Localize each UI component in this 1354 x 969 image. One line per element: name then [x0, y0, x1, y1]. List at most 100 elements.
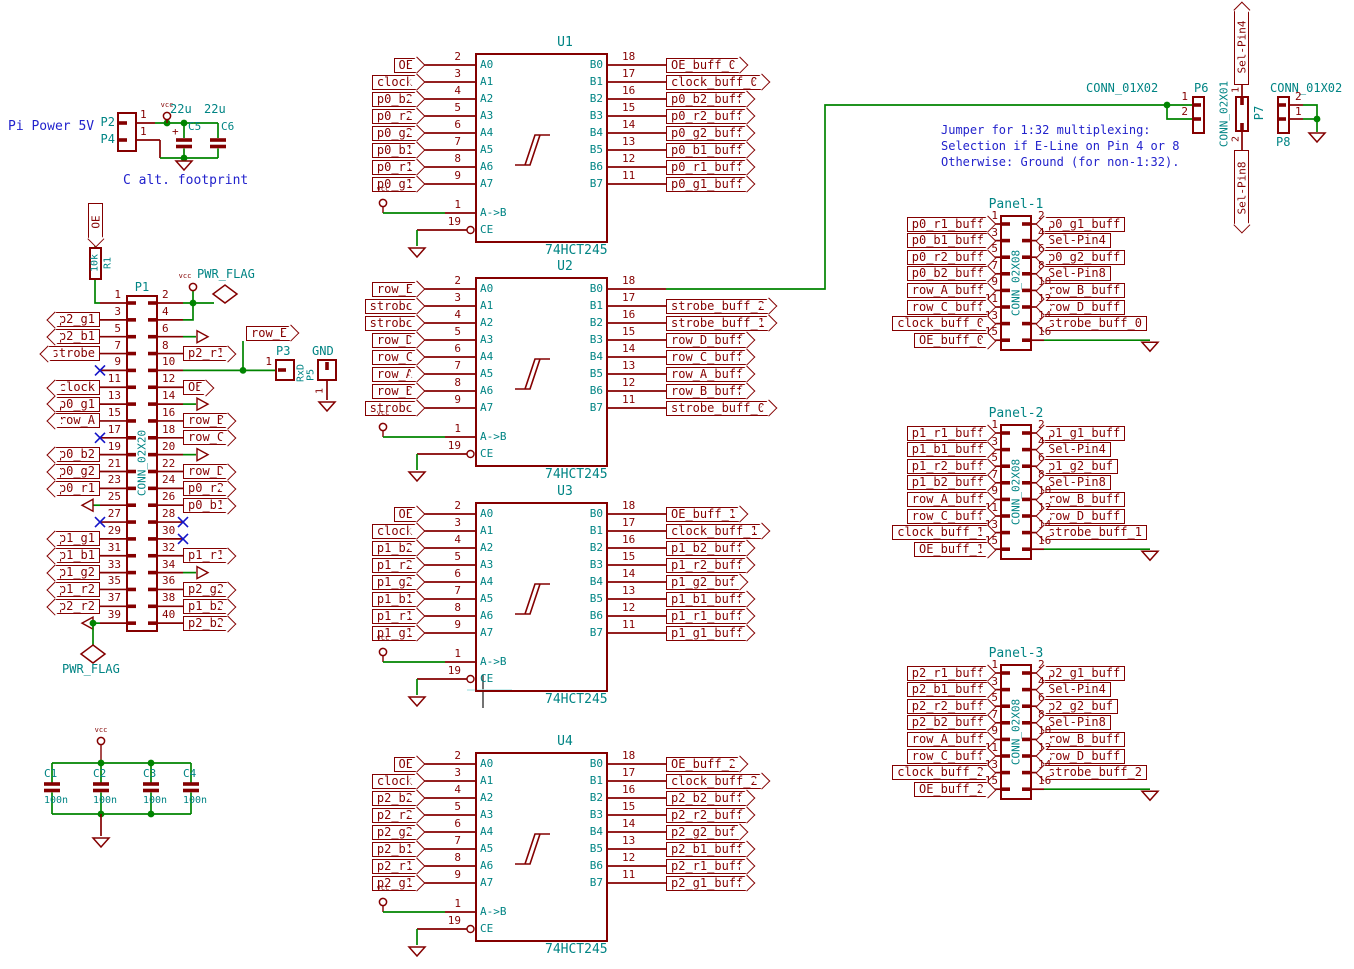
net-label[interactable]: p2_r1 [183, 346, 229, 362]
connector-body[interactable] [126, 295, 158, 632]
net-label[interactable]: row_A_buff [906, 731, 988, 747]
net-label[interactable]: row_A [54, 413, 100, 429]
net-label[interactable]: row_C_buff [906, 299, 988, 315]
net-label[interactable]: OE [393, 506, 417, 522]
net-label[interactable]: OE [393, 57, 417, 73]
net-label[interactable]: p1_r2 [54, 581, 100, 597]
net-label[interactable]: OE [393, 756, 417, 772]
net-label[interactable]: p2_b1_buff [666, 841, 748, 857]
net-label[interactable]: Sel-Pin8 [1044, 475, 1111, 491]
net-label[interactable]: row_C_buff [906, 508, 988, 524]
net-label[interactable]: p1_b1 [371, 591, 417, 607]
net-label[interactable]: row_B_buff [666, 383, 748, 399]
net-label[interactable]: p1_g2_buf [1044, 458, 1119, 474]
net-label[interactable]: p1_g2 [54, 565, 100, 581]
net-label[interactable]: p1_r2 [371, 557, 417, 573]
net-label[interactable]: row_E [246, 325, 292, 341]
net-label[interactable]: p1_b1_buff [666, 591, 748, 607]
net-label[interactable]: p2_b2 [371, 790, 417, 806]
net-label[interactable]: p1_b2_buff [666, 540, 748, 556]
net-label[interactable]: row_A_buff [906, 491, 988, 507]
net-label[interactable]: OE_buff_1 [913, 541, 988, 557]
net-label[interactable]: strobe [364, 298, 417, 314]
connector-body[interactable] [1000, 215, 1032, 351]
net-label[interactable]: p0_r2 [371, 108, 417, 124]
net-label[interactable]: p1_g1_buff [666, 625, 748, 641]
net-label[interactable]: row_C_buff [906, 748, 988, 764]
net-label[interactable]: row_B_buff [1044, 731, 1126, 747]
chip-body[interactable] [475, 752, 608, 942]
net-label[interactable]: OE_buff_2 [666, 756, 741, 772]
net-label[interactable]: OE_buff_1 [666, 506, 741, 522]
net-label[interactable]: p2_g1 [54, 312, 100, 328]
net-label[interactable]: OE_buff_0 [913, 332, 988, 348]
net-label[interactable]: p0_r1 [54, 480, 100, 496]
net-label[interactable]: Sel-Pin8 [1044, 266, 1111, 282]
net-label[interactable]: p1_g2 [371, 574, 417, 590]
net-label[interactable]: clock_buff_1 [892, 525, 988, 541]
net-label[interactable]: strobe_buff_0 [666, 400, 769, 416]
net-label[interactable]: row_A [371, 366, 417, 382]
net-label[interactable]: clock_buff_1 [666, 523, 762, 539]
connector-body[interactable] [1192, 96, 1205, 134]
connector-body[interactable] [1277, 96, 1290, 134]
net-label[interactable]: p1_r2_buff [666, 557, 748, 573]
net-label[interactable]: clock [371, 773, 417, 789]
net-label[interactable]: p0_b2 [54, 447, 100, 463]
net-label[interactable]: clock [54, 379, 100, 395]
net-label[interactable]: strobe_buff_2 [666, 298, 769, 314]
net-label[interactable]: p0_g1_buff [666, 176, 748, 192]
net-label[interactable]: p1_g1 [371, 625, 417, 641]
net-label[interactable]: p0_g1 [371, 176, 417, 192]
net-label[interactable]: p1_g1 [54, 531, 100, 547]
connector-body[interactable] [1000, 424, 1032, 560]
net-label[interactable]: strobe [364, 400, 417, 416]
net-label[interactable]: p0_g1_buff [1044, 216, 1126, 232]
net-label[interactable]: p0_b2 [371, 91, 417, 107]
net-label[interactable]: p1_r2_buff [906, 458, 988, 474]
net-label[interactable]: row_E [371, 281, 417, 297]
net-label[interactable]: p2_r2 [54, 598, 100, 614]
net-label[interactable]: clock_buff_2 [666, 773, 762, 789]
net-label[interactable]: Sel-Pin4 [1234, 10, 1249, 85]
connector-body[interactable] [317, 359, 337, 381]
net-label[interactable]: p0_g2 [371, 125, 417, 141]
net-label[interactable]: row_D [371, 332, 417, 348]
resistor-body[interactable] [89, 247, 102, 280]
connector-body[interactable] [1000, 664, 1032, 800]
net-label[interactable]: row_D_buff [1044, 748, 1126, 764]
net-label[interactable]: row_B [183, 413, 229, 429]
net-label[interactable]: p1_b2 [371, 540, 417, 556]
net-label[interactable]: OE_buff_2 [913, 781, 988, 797]
net-label[interactable]: clock [371, 523, 417, 539]
net-label[interactable]: clock_buff_0 [666, 74, 762, 90]
net-label[interactable]: p2_r2_buff [666, 807, 748, 823]
net-label[interactable]: p1_g2_buf [666, 574, 741, 590]
net-label[interactable]: p2_g2 [183, 581, 229, 597]
net-label[interactable]: p1_r1 [371, 608, 417, 624]
net-label[interactable]: p2_g1 [371, 875, 417, 891]
net-label[interactable]: row_D_buff [666, 332, 748, 348]
chip-body[interactable] [475, 277, 608, 467]
net-label[interactable]: p2_b1 [54, 329, 100, 345]
chip-body[interactable] [475, 502, 608, 692]
net-label[interactable]: p1_b1_buff [906, 442, 988, 458]
net-label[interactable]: p1_r1 [183, 548, 229, 564]
net-label[interactable]: p0_g2_buff [666, 125, 748, 141]
net-label[interactable]: Sel-Pin4 [1044, 233, 1111, 249]
net-label[interactable]: p2_g2 [371, 824, 417, 840]
net-label[interactable]: p0_g1 [54, 396, 100, 412]
net-label[interactable]: strobe_buff_1 [1044, 525, 1147, 541]
net-label[interactable]: p1_g1_buff [1044, 425, 1126, 441]
net-label[interactable]: p2_r1_buff [906, 665, 988, 681]
net-label[interactable]: row_D_buff [1044, 299, 1126, 315]
connector-body[interactable] [275, 359, 295, 381]
net-label[interactable]: p1_b1 [54, 548, 100, 564]
net-label[interactable]: p0_b1 [371, 142, 417, 158]
connector-body[interactable] [1235, 96, 1249, 132]
net-label[interactable]: Sel-Pin4 [1044, 682, 1111, 698]
net-label[interactable]: strobe [47, 346, 100, 362]
net-label[interactable]: p2_r2 [371, 807, 417, 823]
net-label[interactable]: p1_b2_buff [906, 475, 988, 491]
